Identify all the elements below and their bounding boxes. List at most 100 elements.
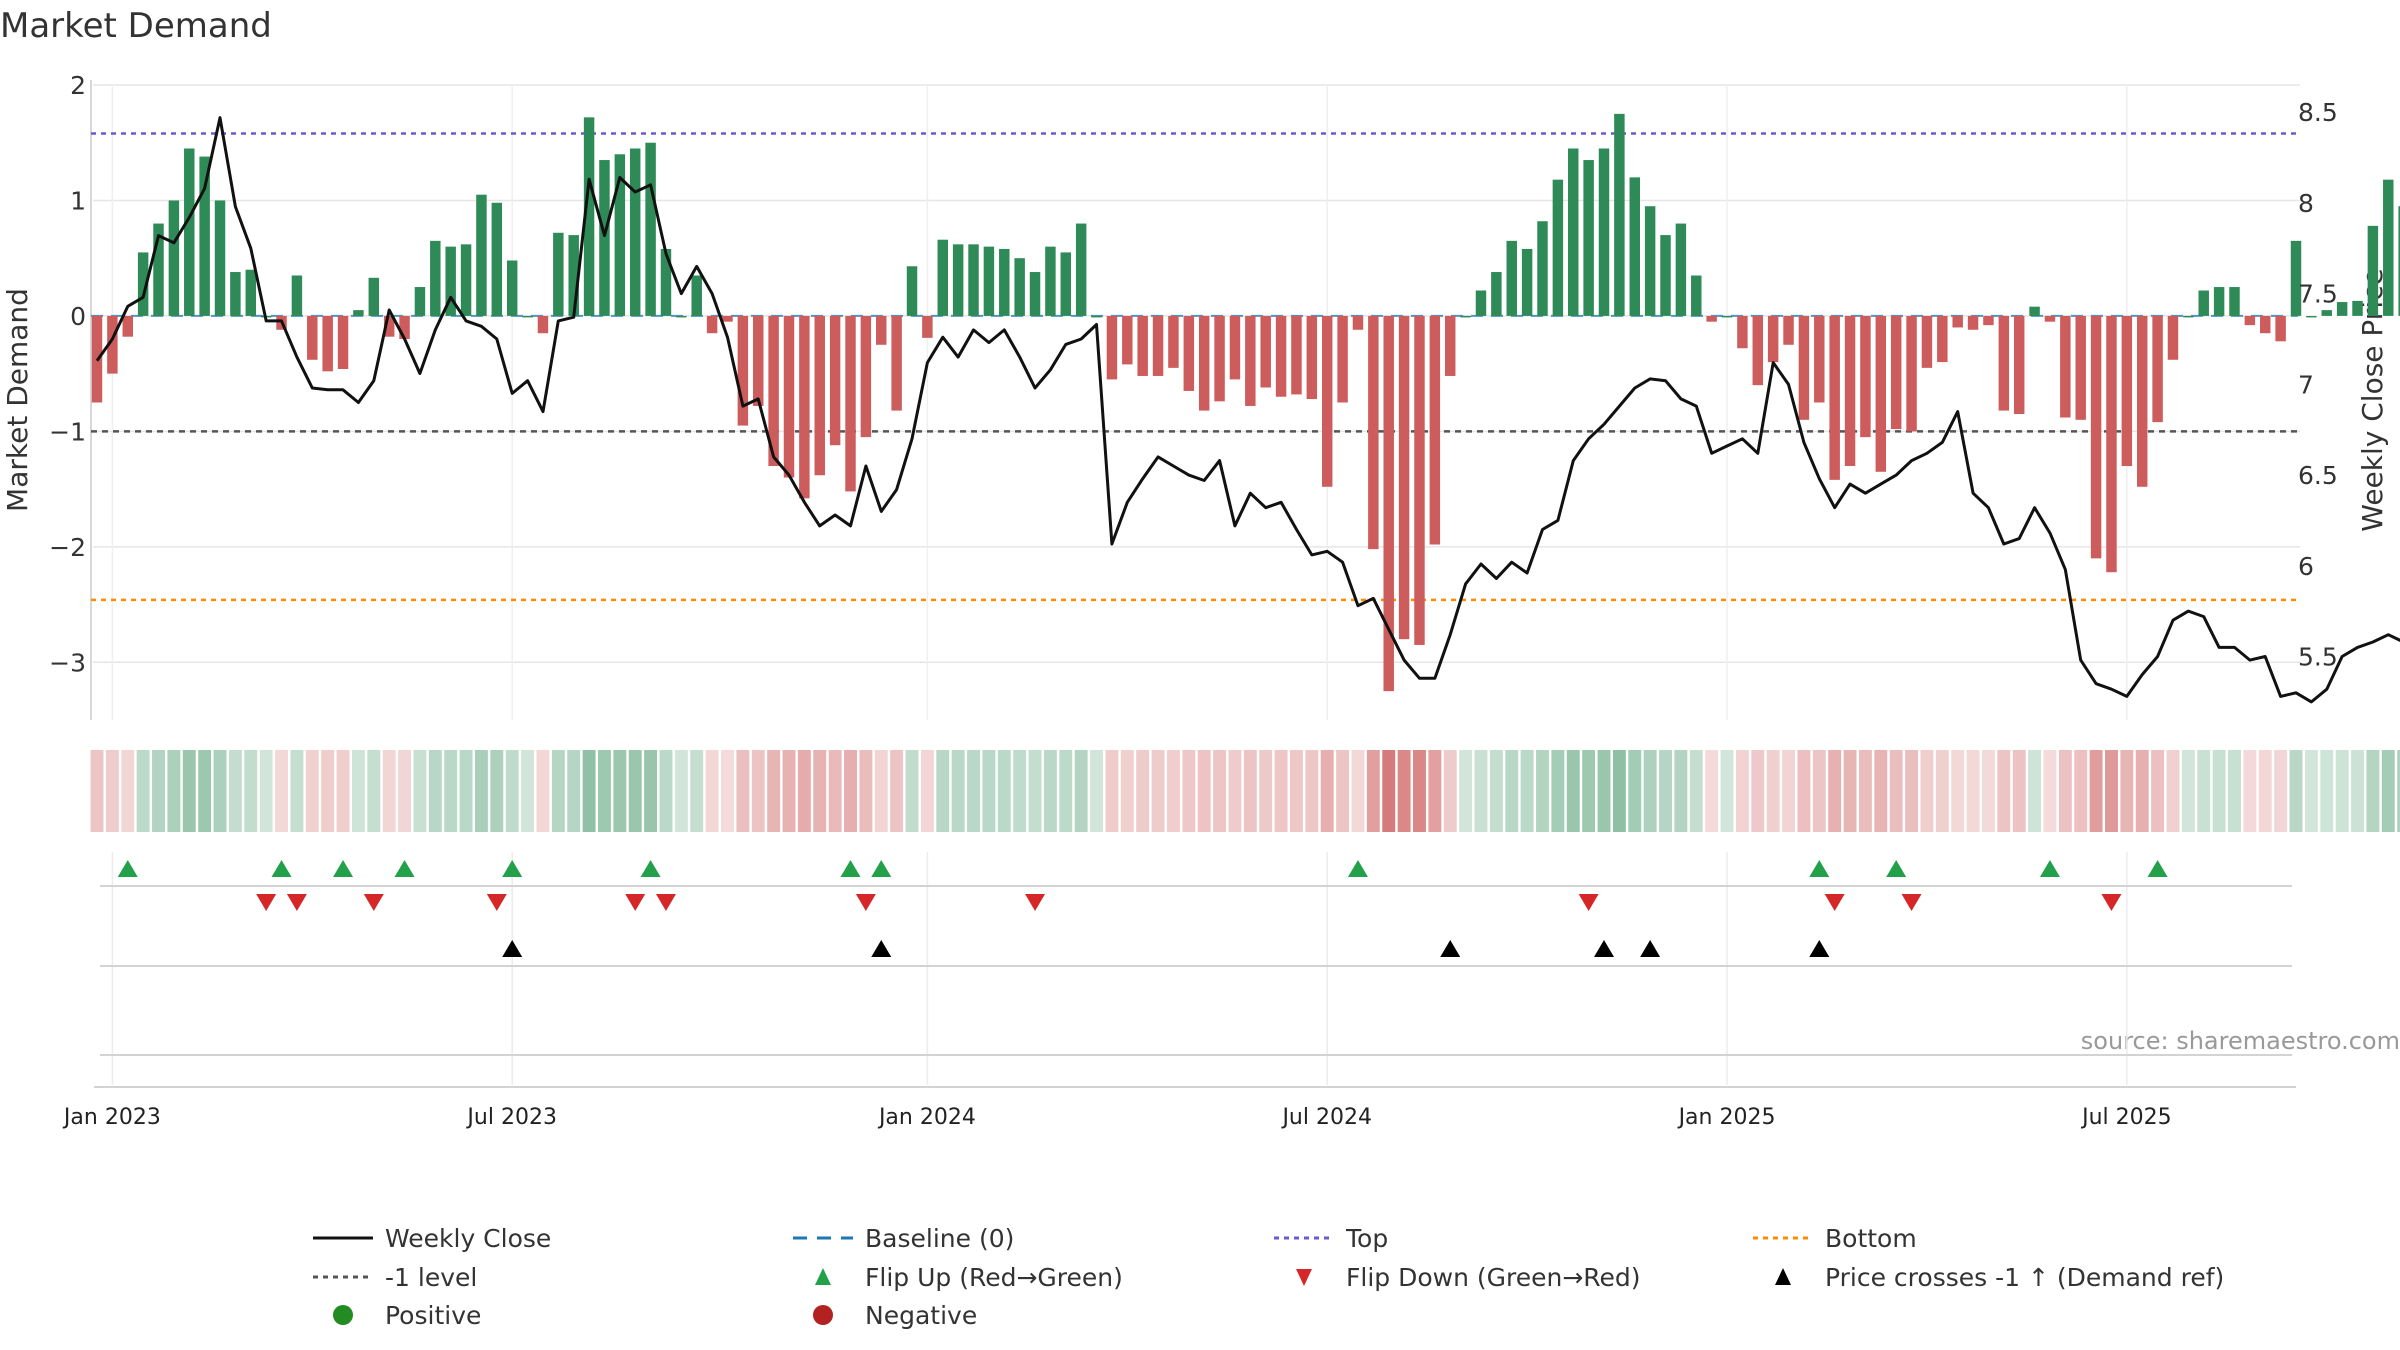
x-tick-label: Jul 2024 [1280,1105,1372,1130]
strip-cell [1228,750,1242,832]
left-tick-label: −2 [49,533,86,562]
demand-bar [107,315,118,374]
demand-bar [753,315,764,406]
strip-cell [721,750,734,832]
strip-cell [1443,750,1457,832]
strip-cell [1720,750,1734,832]
demand-bar [1890,315,1902,430]
strip-cell [398,750,412,832]
strip-cell [1751,750,1765,832]
demand-bar [1860,315,1871,438]
strip-cell [1274,750,1288,832]
x-tick-label: Jan 2023 [62,1105,161,1130]
strip-cell [1136,750,1150,832]
strip-cell [259,750,273,832]
strip-cell [505,750,519,832]
strip-cell [1320,750,1334,832]
strip-cell [1397,750,1411,832]
strip-cell [874,750,888,832]
right-tick-label: 6.5 [2298,461,2338,490]
x-tick-label: Jan 2024 [877,1105,976,1130]
strip-cell [782,750,796,832]
demand-bar [491,202,503,316]
demand-bar [1798,315,1810,420]
demand-bar [783,315,795,478]
strip-cell [1151,750,1165,832]
demand-bar [353,310,364,316]
strip-cell [2351,750,2364,832]
strip-cell [1643,750,1657,832]
demand-bar [583,117,595,316]
demand-bar [1691,275,1702,316]
demand-bar [383,315,395,337]
demand-bar [2260,315,2271,334]
demand-bar [214,200,226,316]
demand-bar [1921,315,1933,368]
flip-up-marker [2039,860,2060,877]
strip-cell [982,750,996,832]
demand-bar [1122,315,1133,365]
strip-cell [1920,750,1934,832]
strip-cell [2043,750,2057,832]
demand-bar [245,269,257,316]
demand-bar [1291,315,1302,395]
strip-cell [2243,750,2257,832]
right-tick-label: 7.5 [2298,280,2338,309]
demand-bar [1137,315,1148,376]
strip-cell [1105,750,1119,832]
strip-cell [2320,750,2334,832]
demand-bar [737,315,749,426]
flip-down-marker [363,894,384,911]
legend-swatch [333,1305,353,1325]
strip-cell [1659,750,1672,832]
strip-cell [1090,750,1104,832]
flip-down-marker [256,894,277,911]
demand-bar [1614,113,1625,316]
demand-bar [568,235,579,316]
demand-bar [184,148,195,316]
demand-bar [2121,315,2133,466]
strip-cell [474,750,488,832]
demand-bar [1844,315,1856,466]
flip-up-marker [2147,860,2168,877]
demand-bar [2244,315,2256,326]
strip-cell [1351,750,1365,832]
chart-title: Market Demand [0,6,272,46]
demand-bar [1952,315,1963,328]
strip-cell [2197,750,2211,832]
demand-bar [1767,315,1779,363]
demand-bar [2183,315,2194,318]
strip-cell [1566,750,1580,832]
left-tick-label: 2 [70,71,86,100]
demand-bar [2013,315,2025,415]
flip-down-marker [655,894,676,911]
price-cross-marker [1809,940,1830,957]
strip-cell [1674,750,1688,832]
demand-bar [906,266,918,316]
demand-bar [1875,315,1887,472]
flip-up-marker [1347,860,1368,877]
legend: Weekly Close Baseline (0) Top Bottom -1 leve… [313,1224,2224,1330]
strip-cell [1997,750,2011,832]
strip-cell [1382,750,1396,832]
demand-bar [1183,315,1195,391]
strip-cell [228,750,242,832]
demand-bar [1998,315,2010,411]
demand-bar [2229,287,2240,316]
price-cross-marker [1440,940,1461,957]
strip-cell [198,750,212,832]
strip-cell [997,750,1011,832]
demand-bar [2383,179,2394,316]
demand-bar [1168,315,1179,368]
demand-bar [1275,315,1287,397]
strip-cell [2228,750,2241,832]
demand-bar [2290,240,2302,316]
demand-bar [1029,272,1041,316]
legend-label: Bottom [1825,1224,1917,1253]
right-tick-label: 7 [2298,370,2314,399]
event-markers [117,860,2168,957]
strip-cell [905,750,919,832]
flip-up-marker [1886,860,1907,877]
legend-label: Price crosses -1 ↑ (Demand ref) [1825,1263,2224,1292]
strip-cell [797,750,811,832]
